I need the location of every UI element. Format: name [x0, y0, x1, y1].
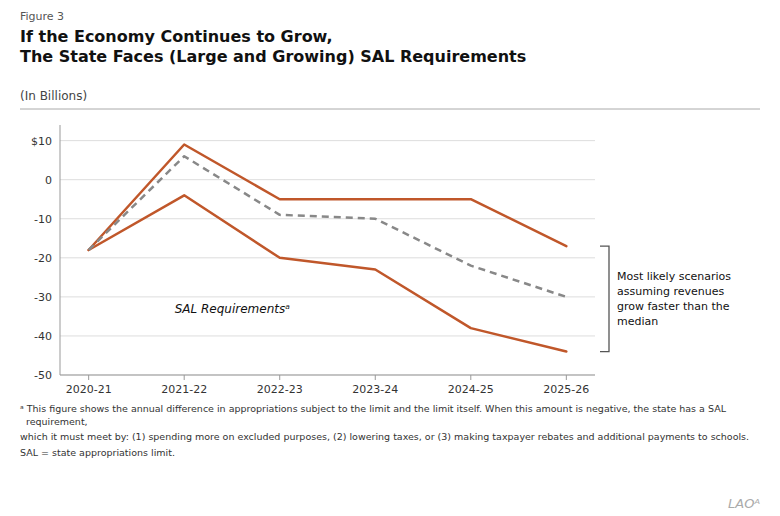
grid — [60, 141, 595, 375]
x-tick — [279, 375, 280, 380]
y-tick-label: -10 — [34, 213, 52, 226]
separator — [20, 109, 760, 110]
grid-line — [60, 257, 595, 258]
subtitle: (In Billions) — [20, 89, 87, 103]
x-tick — [184, 375, 185, 380]
y-tick-label: 0 — [45, 174, 52, 187]
figure-label: Figure 3 — [20, 10, 64, 23]
y-axis — [60, 125, 61, 375]
x-tick-label: 2024-25 — [448, 383, 494, 396]
grid-line — [60, 179, 595, 180]
series-line — [89, 156, 567, 297]
bracket-line — [600, 246, 609, 351]
x-tick — [470, 375, 471, 380]
x-tick — [375, 375, 376, 380]
y-tick-label: -30 — [34, 291, 52, 304]
x-tick — [566, 375, 567, 380]
footnote: ᵃ This figure shows the annual differenc… — [20, 403, 727, 427]
grid-line — [60, 140, 595, 141]
chart: Figure 3 If the Economy Continues to Grow… — [0, 0, 780, 516]
x-axis — [60, 375, 595, 376]
x-tick-label: 2021-22 — [161, 383, 207, 396]
bracket — [600, 246, 609, 351]
y-tick-label: -50 — [34, 369, 52, 382]
title: The State Faces (Large and Growing) SAL … — [20, 47, 526, 66]
footnote: which it must meet by: (1) spending more… — [20, 431, 749, 442]
grid-line — [60, 335, 595, 336]
x-tick-label: 2023-24 — [352, 383, 398, 396]
y-tick-label: -20 — [34, 252, 52, 265]
bracket-label: Most likely scenarios — [617, 270, 731, 283]
logo: LAOᴬ — [728, 496, 760, 511]
footnote: SAL = state appropriations limit. — [20, 447, 175, 458]
x-tick-label: 2020-21 — [66, 383, 112, 396]
bracket-label: grow faster than the — [617, 300, 730, 313]
y-tick-label: $10 — [31, 135, 52, 148]
grid-line — [60, 296, 595, 297]
annotation: SAL Requirementsᵃ — [175, 302, 291, 316]
series-line — [89, 145, 567, 250]
grid-line — [60, 375, 595, 376]
x-tick-label: 2025-26 — [543, 383, 589, 396]
bracket-label: median — [617, 315, 658, 328]
x-tick-label: 2022-23 — [257, 383, 303, 396]
y-tick-label: -40 — [34, 330, 52, 343]
title: If the Economy Continues to Grow, — [20, 27, 332, 46]
series-group — [89, 145, 567, 352]
x-tick — [88, 375, 89, 380]
bracket-label: assuming revenues — [617, 285, 724, 298]
